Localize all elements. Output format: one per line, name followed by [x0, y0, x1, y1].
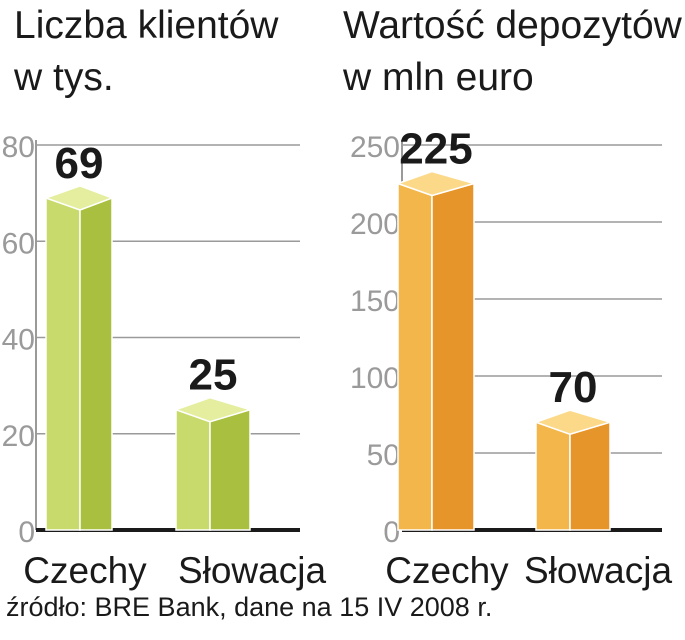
- chart-1-bar-1-side: [79, 196, 113, 531]
- chart-1-category-label-1: Czechy: [23, 550, 147, 591]
- chart-1-y-tick-label: 0: [18, 516, 35, 549]
- chart-2-y-tick-label: 100: [350, 362, 400, 395]
- chart-2-bar-2-top: [533, 409, 613, 435]
- chart-1-y-tick-label: 60: [2, 227, 35, 260]
- chart-1-bar-1: [43, 185, 115, 531]
- chart-1-y-tick-label: 20: [2, 420, 35, 453]
- chart-2-bar-1-value-label: 225: [399, 125, 472, 174]
- chart-2-y-tick-label: 150: [350, 285, 400, 318]
- chart-2-bar-2: [533, 409, 613, 531]
- chart-2-category-label-2: Słowacja: [524, 550, 672, 591]
- chart-2-y-tick-label: 200: [350, 208, 400, 241]
- chart-1-bar-1-value-label: 69: [55, 139, 104, 188]
- chart-1-bar-2-front: [175, 408, 211, 531]
- chart-2-bar-1-top: [395, 170, 477, 197]
- chart-1-title-line-1: Liczba klientów: [14, 4, 279, 47]
- chart-2-bar-1: [395, 170, 477, 531]
- chart-2-bar-2-front: [535, 421, 571, 531]
- chart-2-bar-1-front: [397, 182, 433, 531]
- chart-2-bar-2-side: [569, 421, 611, 531]
- chart-2-y-tick-label: 50: [367, 439, 400, 472]
- chart-1-y-tick-label: 40: [2, 324, 35, 357]
- chart-1-title-line-2: w tys.: [14, 56, 114, 99]
- chart-2-category-label-1: Czechy: [385, 550, 509, 591]
- chart-1-bar-2-top: [173, 396, 253, 423]
- chart-2-title-line-2: w mln euro: [343, 56, 534, 99]
- chart-1-bar-2: [173, 396, 253, 531]
- source-note: źródło: BRE Bank, dane na 15 IV 2008 r.: [6, 592, 493, 622]
- chart-2-title-line-1: Wartość depozytów: [343, 4, 682, 47]
- chart-2-y-tick-label: 0: [383, 516, 400, 549]
- chart-1-bar-2-value-label: 25: [189, 351, 238, 400]
- chart-1-title: Liczba klientów w tys.: [14, 0, 278, 104]
- chart-2-bar-1-side: [431, 182, 475, 531]
- chart-2-title: Wartość depozytów w mln euro: [343, 0, 682, 104]
- chart-2-bar-2-value-label: 70: [549, 363, 598, 412]
- chart-2-y-tick-label: 250: [350, 131, 400, 164]
- chart-1-bar-1-top: [43, 185, 115, 211]
- chart-1-bar-2-side: [209, 408, 251, 531]
- chart-1-y-tick-label: 80: [2, 131, 35, 164]
- chart-1-bar-1-front: [45, 196, 81, 531]
- chart-1-category-label-2: Słowacja: [178, 550, 326, 591]
